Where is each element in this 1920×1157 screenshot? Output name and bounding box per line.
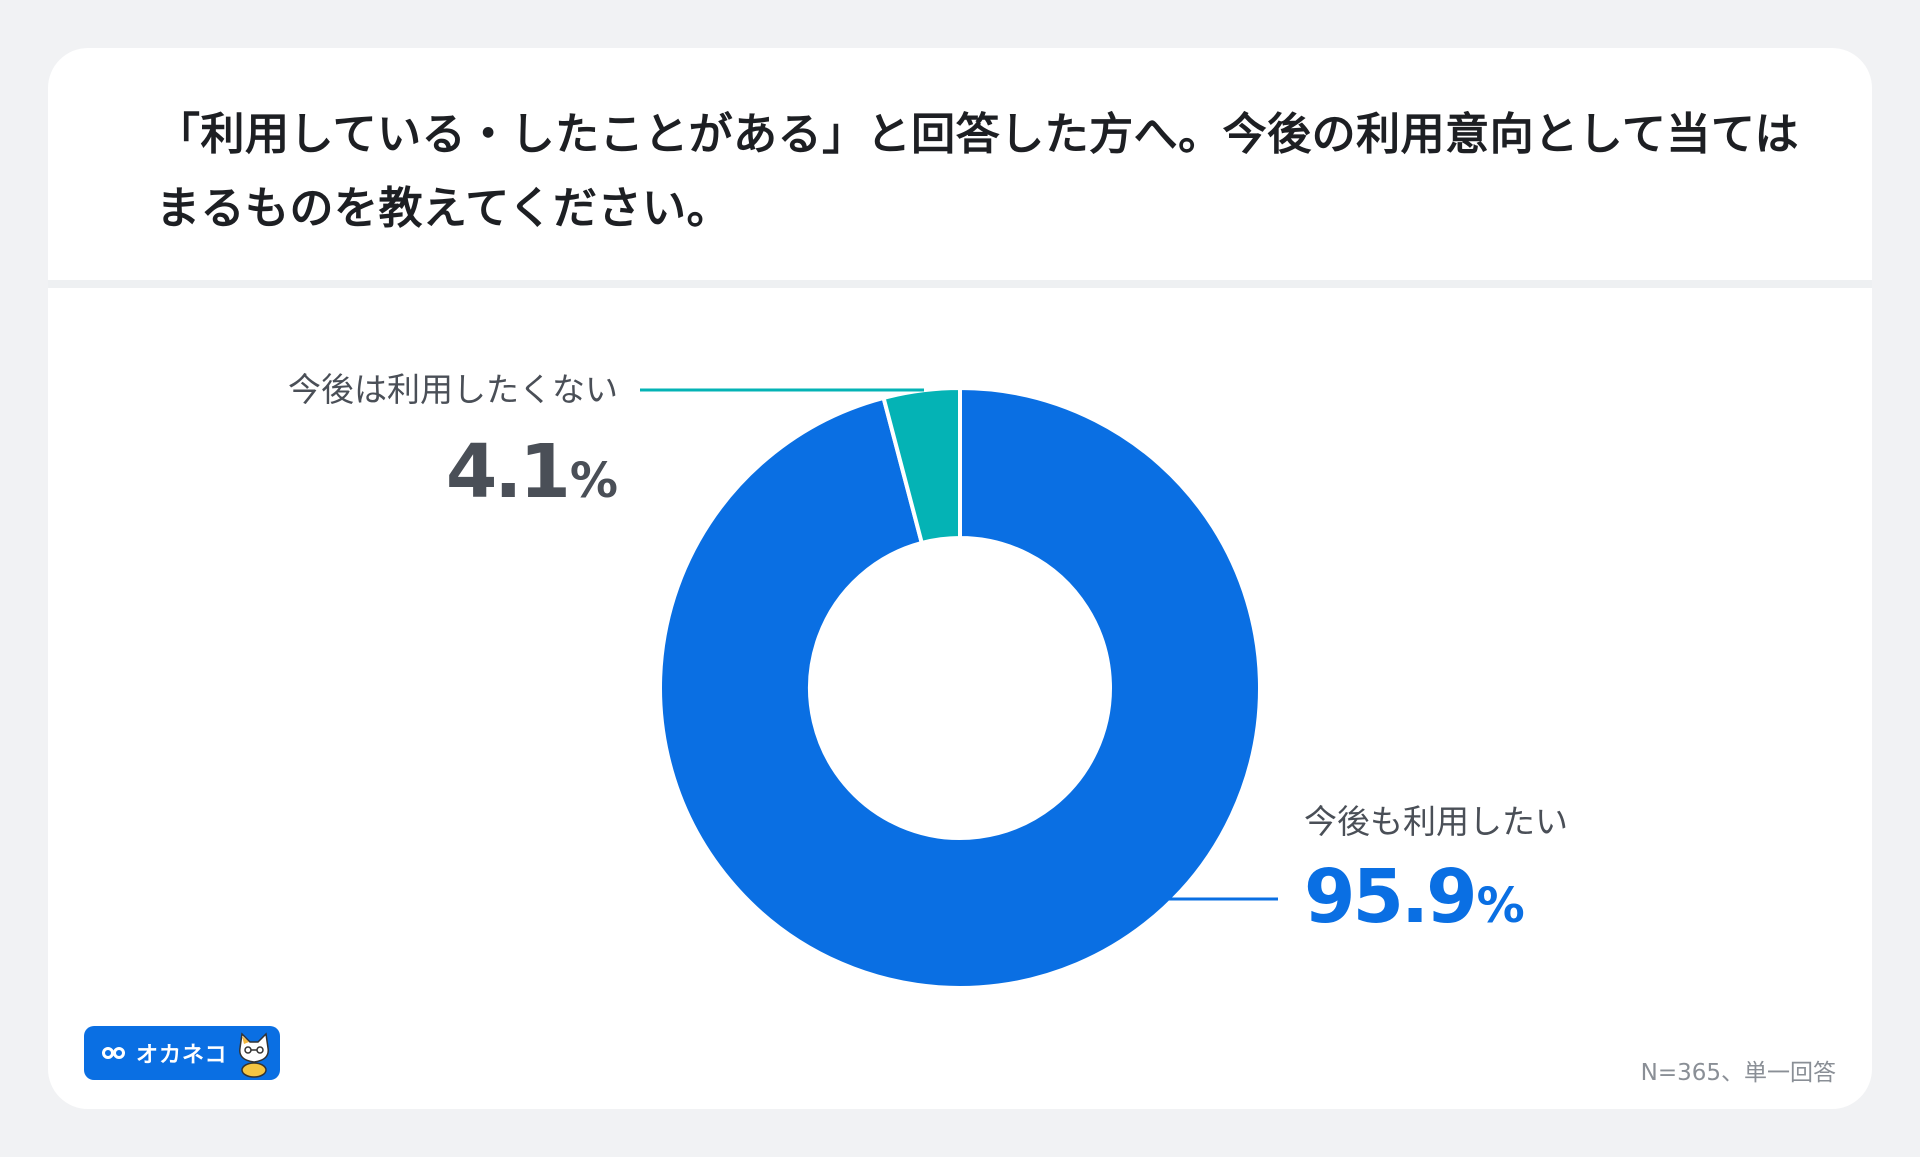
slice-0 bbox=[658, 385, 1262, 990]
slice-1 bbox=[881, 385, 962, 546]
slice-label-1: 今後は利用したくない bbox=[288, 370, 618, 409]
slice-value-1: 4.1% bbox=[446, 429, 618, 515]
logo-infinity-icon bbox=[98, 1043, 128, 1063]
labels-layer: 今後も利用したい 95.9% 今後は利用したくない 4.1% bbox=[288, 370, 1568, 940]
chart-card: 「利用している・したことがある」と回答した方へ。今後の利用意向として当てはまるも… bbox=[48, 48, 1872, 1109]
okaneko-logo: オカネコ bbox=[84, 1026, 280, 1080]
slices-layer bbox=[658, 385, 1262, 990]
slice-value-0: 95.9% bbox=[1304, 854, 1525, 940]
cat-mascot-icon bbox=[239, 1032, 269, 1078]
donut-chart: 今後も利用したい 95.9% 今後は利用したくない 4.1% bbox=[288, 370, 1568, 990]
chart-title: 「利用している・したことがある」と回答した方へ。今後の利用意向として当てはまるも… bbox=[156, 109, 1799, 234]
slice-label-0: 今後も利用したい bbox=[1304, 802, 1568, 841]
logo-text: オカネコ bbox=[136, 1043, 228, 1068]
header: 「利用している・したことがある」と回答した方へ。今後の利用意向として当てはまるも… bbox=[48, 48, 1872, 288]
footnote: N=365、単一回答 bbox=[1640, 1060, 1836, 1086]
